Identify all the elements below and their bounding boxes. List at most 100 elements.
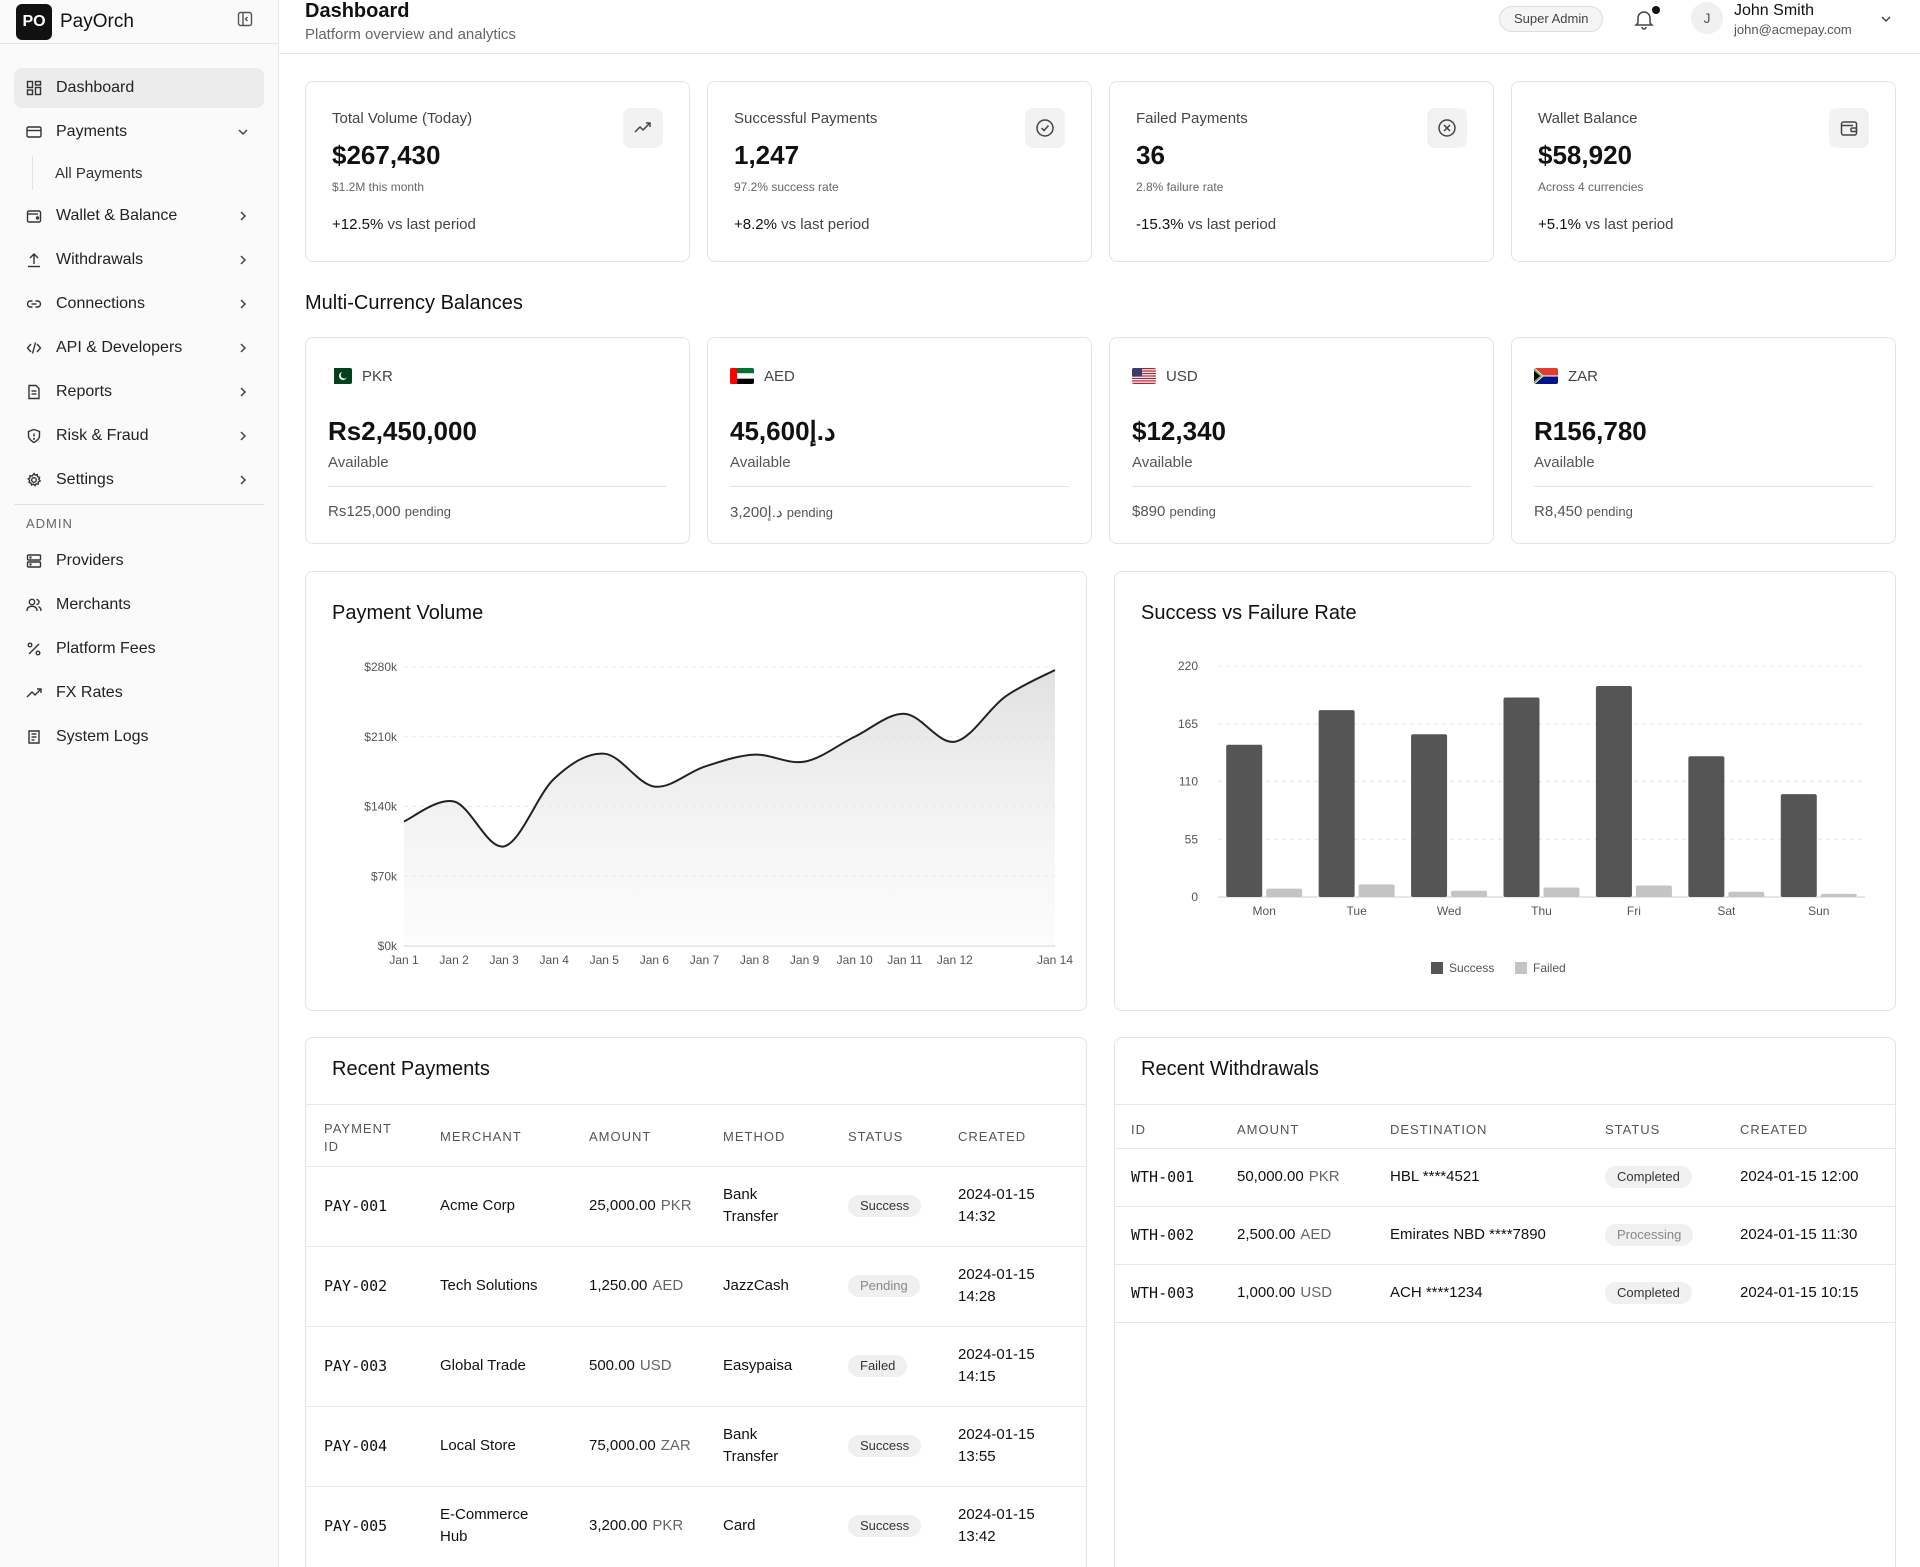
sidebar-item-system-logs[interactable]: System Logs — [14, 717, 264, 757]
amount-value: 3,200.00 — [589, 1517, 648, 1534]
link-icon — [26, 300, 42, 308]
amount-value: 500.00 — [589, 1357, 635, 1374]
withdrawal-id[interactable]: WTH-001 — [1131, 1168, 1195, 1186]
chevron-down-icon[interactable] — [1879, 12, 1893, 26]
sidebar-item-risk[interactable]: Risk & Fraud — [14, 416, 264, 456]
column-header-status: STATUS — [1605, 1122, 1661, 1137]
sidebar-item-wallet[interactable]: Wallet & Balance — [14, 196, 264, 236]
x-tick-label: Jan 7 — [690, 953, 720, 967]
sidebar-item-label: Reports — [56, 383, 113, 400]
chevron-right-icon — [240, 387, 247, 397]
table-header-divider — [1115, 1104, 1895, 1105]
sidebar-item-merchants[interactable]: Merchants — [14, 585, 264, 625]
payment-id[interactable]: PAY-003 — [324, 1357, 388, 1375]
x-tick-label: Jan 10 — [837, 953, 873, 967]
x-tick-label: Jan 14 — [1037, 953, 1073, 967]
bar-failed[interactable] — [1543, 887, 1580, 897]
x-tick-label: Thu — [1531, 904, 1552, 918]
column-header-id: ID — [1131, 1122, 1146, 1137]
created-date: 2024-01-15 — [958, 1506, 1035, 1523]
sidebar-item-providers[interactable]: Providers — [14, 541, 264, 581]
bar-success[interactable] — [1780, 794, 1817, 897]
amount-value: 1,000.00 — [1237, 1284, 1296, 1301]
created-datetime: 2024-01-15 14:28 — [958, 1264, 1035, 1308]
payment-id[interactable]: PAY-004 — [324, 1437, 388, 1455]
sidebar-item-connections[interactable]: Connections — [14, 284, 264, 324]
column-header-created: CREATED — [1740, 1122, 1809, 1137]
column-header-amount: AMOUNT — [1237, 1122, 1300, 1137]
users-icon — [26, 598, 42, 612]
bar-success[interactable] — [1226, 744, 1263, 897]
bar-failed[interactable] — [1451, 890, 1488, 897]
payment-id[interactable]: PAY-001 — [324, 1197, 388, 1215]
x-tick-label: Mon — [1253, 904, 1276, 918]
sidebar-item-dashboard[interactable]: Dashboard — [14, 68, 264, 108]
kpi-subtext: $1.2M this month — [332, 180, 425, 194]
payment-id[interactable]: PAY-002 — [324, 1277, 388, 1295]
payment-id[interactable]: PAY-005 — [324, 1517, 388, 1535]
chevron-right-icon — [240, 255, 247, 265]
sidebar-item-withdrawals[interactable]: Withdrawals — [14, 240, 264, 280]
chart-title: Payment Volume — [332, 602, 484, 624]
y-tick-label: $70k — [371, 869, 398, 883]
bar-success[interactable] — [1688, 756, 1725, 897]
withdrawal-id[interactable]: WTH-002 — [1131, 1226, 1195, 1244]
sidebar-subitem-all-payments[interactable]: All Payments — [32, 156, 264, 190]
bar-failed[interactable] — [1728, 891, 1765, 897]
sidebar-item-fx-rates[interactable]: FX Rates — [14, 673, 264, 713]
payment-method: Easypaisa — [723, 1357, 793, 1374]
sidebar-item-payments[interactable]: Payments — [14, 112, 264, 152]
balance-amount: Rs2,450,000 — [328, 416, 477, 446]
pending-label: pending — [786, 505, 834, 520]
currency-code: USD — [1166, 368, 1198, 385]
chevron-right-icon — [240, 299, 247, 309]
merchant-name: Local Store — [440, 1437, 516, 1454]
sidebar-item-settings[interactable]: Settings — [14, 460, 264, 500]
bar-failed[interactable] — [1266, 888, 1303, 897]
amount-currency: USD — [1300, 1284, 1333, 1301]
kpi-change: -15.3% vs last period — [1136, 216, 1276, 233]
usa-flag-icon — [1132, 368, 1156, 384]
brand: PO PayOrch — [0, 0, 278, 44]
bar-success[interactable] — [1503, 697, 1540, 898]
withdrawal-id[interactable]: WTH-003 — [1131, 1284, 1195, 1302]
column-header-merchant: MERCHANT — [440, 1129, 522, 1144]
bar-failed[interactable] — [1820, 893, 1857, 897]
table-header-divider — [306, 1104, 1086, 1105]
created-time: 14:15 — [958, 1368, 996, 1385]
kpi-change-suffix: vs last period — [383, 216, 476, 233]
pending-amount: 3,200د.إ — [730, 504, 783, 521]
bar-failed[interactable] — [1358, 884, 1395, 897]
balance-card-aed: AED 45,600د.إ Available 3,200د.إ pending — [707, 337, 1092, 544]
sidebar-collapse-icon[interactable] — [237, 11, 253, 27]
bar-failed[interactable] — [1635, 885, 1672, 897]
balance-card-pkr: PKR Rs2,450,000 Available Rs125,000 pend… — [305, 337, 690, 544]
app-name: PayOrch — [60, 10, 134, 32]
amount-value: 50,000.00 — [1237, 1168, 1304, 1185]
x-tick-label: Jan 2 — [439, 953, 469, 967]
kpi-subtext: 97.2% success rate — [734, 180, 839, 194]
currency-code: PKR — [362, 368, 393, 385]
sidebar-item-reports[interactable]: Reports — [14, 372, 264, 412]
avatar[interactable]: J — [1691, 2, 1723, 34]
y-tick-label: $210k — [364, 730, 398, 744]
sidebar-item-platform-fees[interactable]: Platform Fees — [14, 629, 264, 669]
created-time: 14:28 — [958, 1288, 996, 1305]
user-name[interactable]: John Smith — [1734, 2, 1815, 19]
kpi-card-failed-payments: Failed Payments 36 2.8% failure rate -15… — [1109, 81, 1494, 262]
balance-available-label: Available — [328, 454, 389, 471]
table-title: Recent Withdrawals — [1141, 1058, 1319, 1080]
sidebar-item-api[interactable]: API & Developers — [14, 328, 264, 368]
created-time: 13:42 — [958, 1528, 996, 1545]
column-header-destination: DESTINATION — [1390, 1122, 1488, 1137]
bar-success[interactable] — [1595, 685, 1632, 897]
withdrawal-amount: 2,500.00 AED — [1237, 1224, 1331, 1246]
app-logo: PO — [16, 3, 52, 40]
y-tick-label: $0k — [378, 939, 398, 953]
bell-icon[interactable] — [1633, 8, 1655, 30]
bar-success[interactable] — [1318, 710, 1355, 897]
upload-icon — [28, 253, 40, 268]
legend-label: Success — [1449, 961, 1494, 975]
server-icon — [26, 554, 42, 568]
bar-success[interactable] — [1411, 734, 1448, 897]
